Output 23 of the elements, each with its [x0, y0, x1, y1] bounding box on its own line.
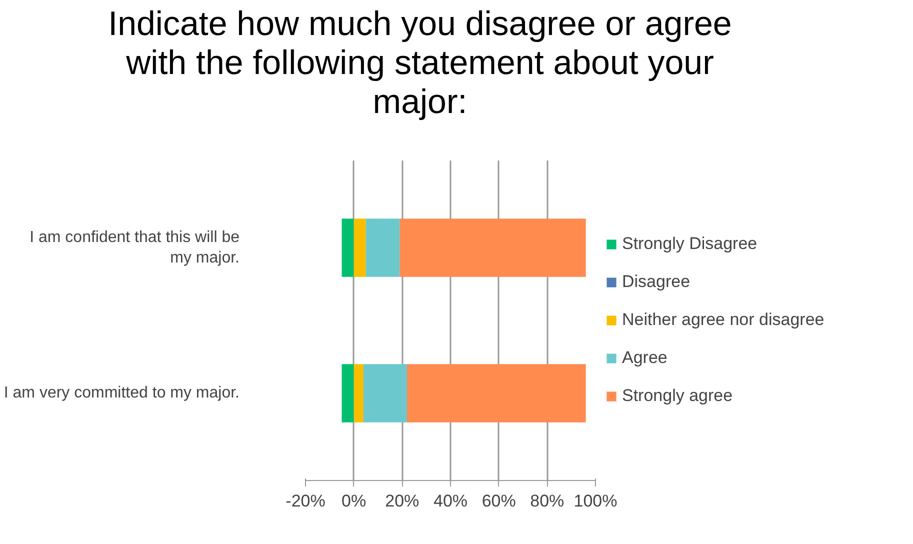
legend-label: Strongly Disagree — [622, 234, 758, 254]
bar — [354, 218, 366, 277]
bar — [342, 364, 354, 422]
bar — [364, 364, 407, 422]
x-tick-label: 20% — [385, 492, 420, 510]
bar — [366, 218, 400, 277]
x-tick-label: -20% — [286, 492, 326, 510]
x-tick-label: 0% — [342, 492, 366, 510]
y-tick-label: I am very committed to my major. — [4, 384, 240, 402]
legend-label: Agree — [622, 348, 668, 368]
legend-label: Disagree — [622, 272, 690, 292]
bar — [354, 364, 364, 422]
bar — [400, 218, 586, 277]
legend-label: Neither agree nor disagree — [622, 310, 824, 330]
chart-title: Indicate how much you disagree or agree with the following statement about your major: — [107, 5, 733, 122]
x-tick-label: 80% — [530, 492, 564, 510]
bar — [342, 218, 354, 277]
x-tick-label: 100% — [574, 492, 618, 510]
x-tick-label: 60% — [482, 492, 516, 510]
bar — [407, 364, 586, 422]
x-tick-label: 40% — [433, 492, 468, 510]
y-tick-label: I am confident that this will be my major. — [30, 229, 240, 266]
legend-label: Strongly agree — [622, 386, 733, 406]
